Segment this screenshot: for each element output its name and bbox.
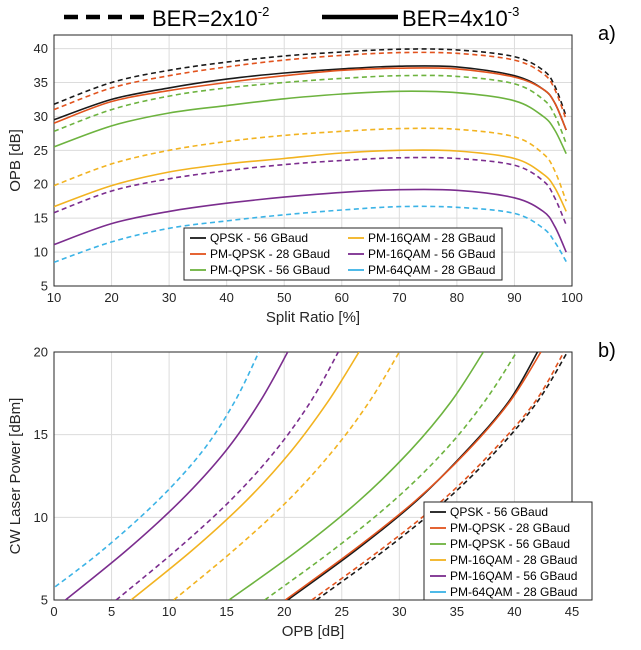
legend-label-pm-qpsk-28-gbaud: PM-QPSK - 28 GBaud bbox=[450, 521, 570, 535]
series-pm-16qam-28-gbaud-solid bbox=[54, 149, 567, 212]
y-tick-label: 35 bbox=[34, 75, 48, 90]
legend-label-pm-16qam-28-gbaud: PM-16QAM - 28 GBaud bbox=[368, 231, 495, 245]
x-tick-label: 60 bbox=[335, 290, 349, 305]
x-tick-label: 15 bbox=[219, 604, 233, 619]
series-pm-qpsk-56-gbaud-dashed bbox=[54, 74, 567, 144]
series-pm-16qam-56-gbaud-dashed bbox=[115, 352, 339, 600]
panel-a: 10 20 30 40 50 60 70 80 90 100510152025303540Spli… bbox=[7, 23, 616, 326]
series-pm-qpsk-56-gbaud-dashed bbox=[264, 352, 518, 600]
y-tick-label: 15 bbox=[34, 427, 48, 442]
y-tick-label: 25 bbox=[34, 143, 48, 158]
series-pm-16qam-28-gbaud-solid bbox=[130, 352, 360, 600]
legend-label-pm-qpsk-56-gbaud: PM-QPSK - 56 GBaud bbox=[450, 537, 570, 551]
legend-label-pm-qpsk-28-gbaud: PM-QPSK - 28 GBaud bbox=[210, 247, 330, 261]
series-pm-qpsk-56-gbaud-solid bbox=[54, 90, 567, 155]
ber-solid-label: BER=4x10-3 bbox=[402, 4, 519, 31]
ber-dashed-label: BER=2x10-2 bbox=[152, 4, 269, 31]
x-tick-label: 20 bbox=[277, 604, 291, 619]
legend-label-pm-16qam-56-gbaud: PM-16QAM - 56 GBaud bbox=[450, 569, 577, 583]
legend-label-pm-64qam-28-gbaud: PM-64QAM - 28 GBaud bbox=[368, 263, 495, 277]
y-tick-label: 20 bbox=[34, 345, 48, 360]
x-tick-label: 80 bbox=[450, 290, 464, 305]
y-tick-label: 15 bbox=[34, 211, 48, 226]
series-pm-16qam-56-gbaud-dashed bbox=[54, 156, 567, 226]
legend-label-pm-64qam-28-gbaud: PM-64QAM - 28 GBaud bbox=[450, 585, 577, 599]
x-tick-label: 100 bbox=[561, 290, 583, 305]
series-pm-qpsk-28-gbaud-solid bbox=[54, 67, 567, 131]
x-tick-label: 10 bbox=[47, 290, 61, 305]
y-tick-label: 40 bbox=[34, 41, 48, 56]
x-tick-label: 50 bbox=[277, 290, 291, 305]
y-tick-label: 10 bbox=[34, 510, 48, 525]
series-pm-64qam-28-gbaud-dashed bbox=[54, 352, 260, 588]
series-pm-qpsk-28-gbaud-dashed bbox=[311, 352, 565, 600]
x-tick-label: 10 bbox=[162, 604, 176, 619]
legend-label-pm-16qam-56-gbaud: PM-16QAM - 56 GBaud bbox=[368, 247, 495, 261]
ber-dashed-exp: -2 bbox=[258, 4, 270, 19]
y-tick-label: 10 bbox=[34, 245, 48, 260]
ber-legend: BER=2x10-2 BER=4x10-3 bbox=[64, 4, 519, 31]
series-pm-16qam-28-gbaud-dashed bbox=[173, 352, 400, 600]
x-tick-label: 30 bbox=[392, 604, 406, 619]
legend-box bbox=[183, 227, 503, 281]
panel-label: a) bbox=[598, 23, 616, 45]
x-axis-label: OPB [dB] bbox=[282, 623, 345, 640]
x-tick-label: 30 bbox=[162, 290, 176, 305]
y-axis-label: OPB [dB] bbox=[7, 129, 24, 192]
legend-box bbox=[423, 501, 593, 601]
legend-label-pm-16qam-28-gbaud: PM-16QAM - 28 GBaud bbox=[450, 553, 577, 567]
plot-frame bbox=[53, 34, 573, 287]
series-pm-64qam-28-gbaud-dashed bbox=[54, 205, 567, 264]
x-tick-label: 20 bbox=[104, 290, 118, 305]
x-tick-label: 35 bbox=[450, 604, 464, 619]
x-tick-label: 40 bbox=[507, 604, 521, 619]
series-pm-qpsk-28-gbaud-solid bbox=[284, 352, 542, 600]
y-tick-label: 20 bbox=[34, 177, 48, 192]
legend-label-qpsk-56-gbaud: QPSK - 56 GBaud bbox=[210, 231, 308, 245]
y-tick-label: 5 bbox=[41, 279, 48, 294]
x-tick-label: 40 bbox=[219, 290, 233, 305]
ber-solid-exp: -3 bbox=[508, 4, 520, 19]
x-axis-label: Split Ratio [%] bbox=[266, 309, 360, 326]
y-tick-label: 5 bbox=[41, 593, 48, 608]
series-pm-16qam-56-gbaud-solid bbox=[54, 188, 567, 253]
y-axis-label: CW Laser Power [dBm] bbox=[7, 398, 24, 555]
legend-label-qpsk-56-gbaud: QPSK - 56 GBaud bbox=[450, 505, 548, 519]
series-qpsk-56-gbaud-dashed bbox=[54, 48, 567, 117]
x-tick-label: 25 bbox=[335, 604, 349, 619]
series-pm-16qam-28-gbaud-dashed bbox=[54, 127, 567, 202]
series-pm-qpsk-28-gbaud-dashed bbox=[54, 51, 567, 121]
panel-label: b) bbox=[598, 340, 616, 362]
series-qpsk-56-gbaud-dashed bbox=[316, 352, 569, 600]
legend: QPSK - 56 GBaud PM-QPSK - 28 GBaud PM-QPSK… bbox=[423, 501, 593, 601]
legend: QPSK - 56 GBaud PM-16QAM - 28 GBaud PM-QPS… bbox=[183, 227, 503, 281]
x-tick-label: 90 bbox=[507, 290, 521, 305]
x-tick-label: 70 bbox=[392, 290, 406, 305]
x-tick-label: 45 bbox=[565, 604, 579, 619]
x-tick-label: 5 bbox=[108, 604, 115, 619]
series-group bbox=[54, 352, 569, 600]
y-tick-label: 30 bbox=[34, 109, 48, 124]
x-tick-label: 0 bbox=[50, 604, 57, 619]
legend-label-pm-qpsk-56-gbaud: PM-QPSK - 56 GBaud bbox=[210, 263, 330, 277]
series-group bbox=[54, 48, 567, 264]
series-pm-qpsk-56-gbaud-solid bbox=[228, 352, 485, 600]
series-pm-16qam-56-gbaud-solid bbox=[64, 352, 289, 600]
